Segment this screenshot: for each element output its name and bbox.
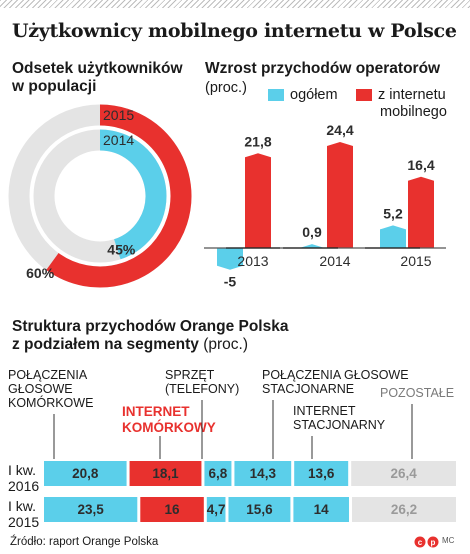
- legend-label-mobile-line1: z internetu: [378, 87, 446, 103]
- bar-2014-series0: [299, 244, 325, 249]
- publisher-logo: c p MC: [414, 535, 454, 549]
- donut-value-label-2015: 60%: [26, 265, 55, 281]
- top-hatch-decoration: [0, 0, 470, 8]
- segment-label-3-line1: STACJONARNE: [262, 382, 355, 396]
- row-label-2016: I kw. 2016: [8, 462, 39, 494]
- segment-label-1-line0: INTERNET: [122, 404, 190, 419]
- stack-seg-row0-5: [351, 461, 456, 486]
- x-tick-label-2013: 2013: [237, 253, 268, 269]
- legend-swatch-mobile: [356, 89, 372, 101]
- bar-label-2014-series1: 24,4: [326, 122, 353, 138]
- stack-seg-row1-4: [293, 497, 349, 522]
- stack-label-row0-3: 14,3: [250, 466, 277, 481]
- stack-label-row1-2: 4,7: [207, 502, 226, 517]
- segment-label-0: POŁĄCZENIA GŁOSOWE KOMÓRKOWE: [8, 368, 93, 410]
- svg-text:p: p: [431, 538, 436, 547]
- publisher-logo-icon: c p: [414, 536, 439, 548]
- credit-initials: MC: [442, 536, 455, 545]
- stack-seg-row0-0: [44, 461, 127, 486]
- donut-title-line1: Odsetek użytkowników: [12, 60, 183, 77]
- bar-label-2014-series0: 0,9: [302, 224, 322, 240]
- x-tick-label-2015: 2015: [400, 253, 431, 269]
- stack-label-row0-5: 26,4: [390, 466, 417, 481]
- legend-swatch-ogolem: [268, 89, 284, 101]
- segment-label-2-line1: (TELEFONY): [165, 382, 240, 396]
- bar-2013-series1: [245, 153, 271, 248]
- structure-title-line1: Struktura przychodów Orange Polska: [12, 318, 289, 335]
- segment-label-2: SPRZĘT (TELEFONY): [165, 368, 239, 396]
- bar-label-2013-series0: -5: [224, 274, 237, 290]
- segment-label-2-line0: SPRZĘT: [165, 368, 215, 382]
- segment-label-5-line0: POZOSTAŁE: [380, 386, 455, 400]
- segment-label-4-line0: INTERNET: [293, 404, 356, 418]
- structure-chart-title: Struktura przychodów Orange Polska z pod…: [12, 318, 288, 354]
- x-tick-label-2014: 2014: [319, 253, 350, 269]
- structure-subtitle: (proc.): [203, 336, 249, 353]
- stack-label-row0-4: 13,6: [308, 466, 335, 481]
- source-note: Źródło: raport Orange Polska: [10, 536, 159, 548]
- stack-label-row0-2: 6,8: [209, 466, 228, 481]
- row-label-2016-line1: I kw.: [8, 462, 37, 478]
- stack-label-row0-1: 18,1: [152, 466, 179, 481]
- segment-label-1-line1: KOMÓRKOWY: [122, 420, 216, 435]
- row-label-2015: I kw. 2015: [8, 498, 39, 530]
- stack-seg-row1-1: [140, 497, 204, 522]
- structure-title-line2: z podziałem na segmenty (proc.): [12, 336, 288, 354]
- page-title: Użytkownicy mobilnego internetu w Polsce: [12, 20, 457, 42]
- legend-label-ogolem: ogółem: [290, 87, 338, 103]
- stack-seg-row0-1: [129, 461, 202, 486]
- segment-label-5: POZOSTAŁE: [380, 386, 454, 400]
- bar-label-2015-series1: 16,4: [407, 157, 434, 173]
- donut-year-label-2014: 2014: [103, 132, 134, 148]
- row-label-2016-line2: 2016: [8, 478, 40, 494]
- donut-value-label-2014: 45%: [107, 241, 136, 257]
- legend-label-mobile-line2: mobilnego: [380, 104, 447, 120]
- svg-text:c: c: [418, 538, 423, 547]
- stack-label-row0-0: 20,8: [72, 466, 99, 481]
- segment-label-0-line0: POŁĄCZENIA: [8, 368, 88, 382]
- segment-label-1: INTERNET KOMÓRKOWY: [122, 404, 216, 436]
- bar-2014-series1: [327, 142, 353, 248]
- stack-seg-row0-4: [294, 461, 349, 486]
- stack-label-row1-1: 16: [165, 502, 181, 517]
- segment-label-3-line0: POŁĄCZENIA GŁOSOWE: [262, 368, 409, 382]
- stack-label-row1-5: 26,2: [391, 502, 417, 517]
- stack-seg-row0-3: [234, 461, 292, 486]
- bar-2015-series1: [408, 176, 434, 248]
- row-label-2015-line2: 2015: [8, 514, 40, 530]
- segment-label-3: POŁĄCZENIA GŁOSOWE STACJONARNE: [262, 368, 409, 396]
- donut-arc-2014: [99, 129, 167, 260]
- stack-seg-row1-2: [206, 497, 226, 522]
- donut-arc-2015: [46, 104, 192, 288]
- legend-label-mobile: z internetu mobilnego: [378, 87, 447, 121]
- stack-seg-row1-3: [228, 497, 291, 522]
- stack-seg-row0-2: [204, 461, 232, 486]
- donut-title-line2: w populacji: [12, 78, 97, 95]
- stack-label-row1-4: 14: [314, 502, 330, 517]
- segment-label-4-line1: STACJONARNY: [293, 418, 386, 432]
- stack-seg-row1-5: [351, 497, 456, 522]
- bar-label-2015-series0: 5,2: [383, 205, 403, 221]
- donut-year-label-2015: 2015: [103, 107, 134, 123]
- segment-label-0-line1: GŁOSOWE: [8, 382, 73, 396]
- bar-2013-series0: [217, 248, 243, 270]
- bar-2015-series0: [380, 225, 406, 248]
- stack-label-row1-3: 15,6: [246, 502, 273, 517]
- bar-label-2013-series1: 21,8: [244, 133, 271, 149]
- structure-title-line2-text: z podziałem na segmenty: [12, 336, 199, 353]
- row-label-2015-line1: I kw.: [8, 498, 37, 514]
- donut-title: Odsetek użytkowników w populacji: [12, 60, 183, 96]
- growth-chart-subtitle: (proc.): [205, 80, 247, 96]
- growth-chart-title: Wzrost przychodów operatorów: [205, 60, 441, 77]
- segment-label-0-line2: KOMÓRKOWE: [8, 396, 94, 410]
- segment-label-4: INTERNET STACJONARNY: [293, 404, 385, 432]
- stack-seg-row1-0: [44, 497, 138, 522]
- stack-label-row1-0: 23,5: [78, 502, 105, 517]
